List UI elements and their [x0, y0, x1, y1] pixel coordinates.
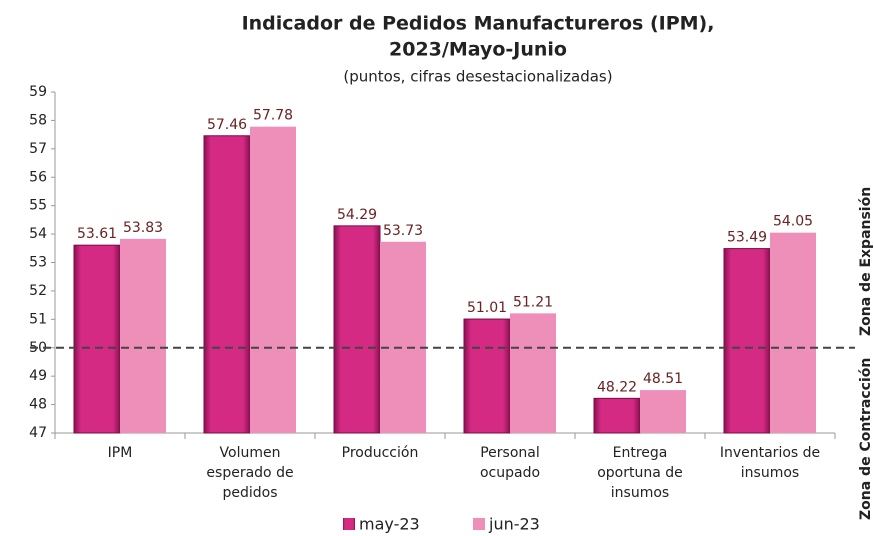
x-tick-label: Producción	[342, 445, 419, 461]
data-label: 57.78	[253, 108, 293, 124]
data-label: 53.49	[727, 230, 767, 246]
y-tick-label: 47	[29, 425, 47, 441]
bar	[73, 244, 121, 434]
y-tick-label: 54	[29, 226, 47, 242]
y-tick-label: 59	[29, 84, 47, 100]
bar	[593, 397, 641, 434]
x-tick-label: Entrega oportuna de insumos	[597, 445, 683, 501]
bar	[203, 135, 251, 434]
x-tick-label: IPM	[108, 445, 133, 461]
legend-label: may-23	[359, 515, 420, 534]
data-label: 53.61	[77, 226, 117, 242]
annotation: Zona de Contracción	[858, 358, 874, 520]
bar	[120, 238, 166, 433]
y-tick-label: 55	[29, 198, 47, 214]
y-tick-label: 53	[29, 255, 47, 271]
y-tick-label: 56	[29, 169, 47, 185]
data-label: 53.73	[383, 223, 423, 239]
bar	[333, 225, 381, 434]
x-tick-label: Personal ocupado	[480, 445, 540, 481]
bar	[640, 390, 686, 433]
data-label: 48.22	[597, 379, 637, 395]
bar	[510, 313, 556, 433]
y-tick-label: 57	[29, 141, 47, 157]
legend-swatch	[343, 518, 355, 530]
legend-label: jun-23	[488, 515, 540, 534]
chart-title: 2023/Mayo-Junio	[389, 39, 567, 61]
y-tick-label: 58	[29, 112, 47, 128]
chart-subtitle: (puntos, cifras desestacionalizadas)	[343, 68, 612, 86]
bar	[770, 232, 816, 433]
data-label: 51.21	[513, 294, 553, 310]
data-label: 48.51	[643, 371, 683, 387]
x-tick-label: Volumen esperado de pedidos	[206, 445, 293, 501]
chart-title: Indicador de Pedidos Manufactureros (IPM…	[242, 13, 715, 35]
data-label: 54.05	[773, 214, 813, 230]
y-tick-label: 51	[29, 311, 47, 327]
x-tick-label: Inventarios de insumos	[720, 445, 820, 481]
bar	[463, 318, 511, 434]
y-tick-label: 50	[29, 340, 47, 356]
bar	[380, 241, 426, 433]
data-label: 54.29	[337, 207, 377, 223]
annotation: Zona de Expansión	[858, 187, 874, 336]
y-tick-label: 48	[29, 397, 47, 413]
legend-swatch	[473, 518, 485, 530]
data-label: 53.83	[123, 220, 163, 236]
y-tick-label: 52	[29, 283, 47, 299]
data-label: 57.46	[207, 117, 247, 133]
data-label: 51.01	[467, 300, 507, 316]
y-tick-label: 49	[29, 368, 47, 384]
bar	[723, 248, 771, 434]
bar	[250, 126, 296, 433]
